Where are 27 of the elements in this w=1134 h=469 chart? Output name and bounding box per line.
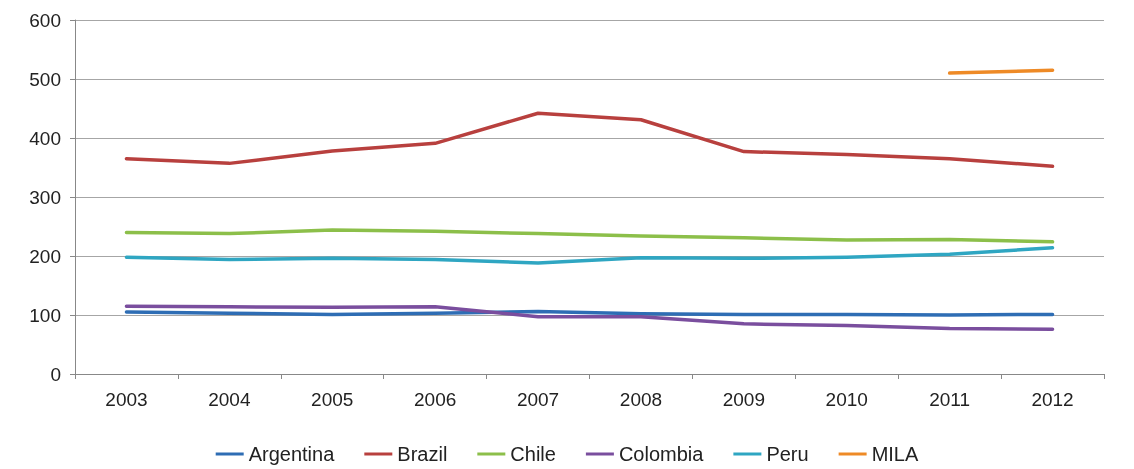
y-tick-label: 600 [29, 9, 61, 31]
x-tick-label: 2009 [722, 389, 765, 410]
legend-label: Chile [510, 443, 556, 465]
legend-label: Brazil [397, 443, 448, 465]
x-tick-label: 2007 [516, 389, 560, 410]
x-tick-label: 2012 [1031, 389, 1074, 410]
y-tick-label: 0 [50, 363, 61, 385]
y-tick-label: 200 [29, 245, 61, 267]
line-series [124, 304, 1055, 331]
x-tick-label: 2004 [208, 389, 251, 410]
y-tick-label: 300 [29, 186, 61, 208]
y-tick-label: 500 [29, 68, 61, 90]
x-tick-label: 2006 [414, 389, 457, 410]
line-series [124, 228, 1055, 244]
line-series [124, 245, 1055, 265]
y-tick-label: 100 [29, 304, 61, 326]
x-tick-label: 2005 [311, 389, 354, 410]
x-tick-label: 2011 [929, 389, 971, 410]
legend-label: Argentina [248, 443, 336, 465]
x-tick-label: 2003 [105, 389, 148, 410]
x-tick-label: 2010 [825, 389, 868, 410]
line-series [124, 111, 1055, 169]
legend-label: Colombia [618, 443, 705, 465]
y-tick-label: 400 [29, 127, 61, 149]
legend-label: MILA [871, 443, 919, 465]
legend-label: Peru [766, 443, 809, 465]
x-tick-label: 2008 [619, 389, 663, 410]
